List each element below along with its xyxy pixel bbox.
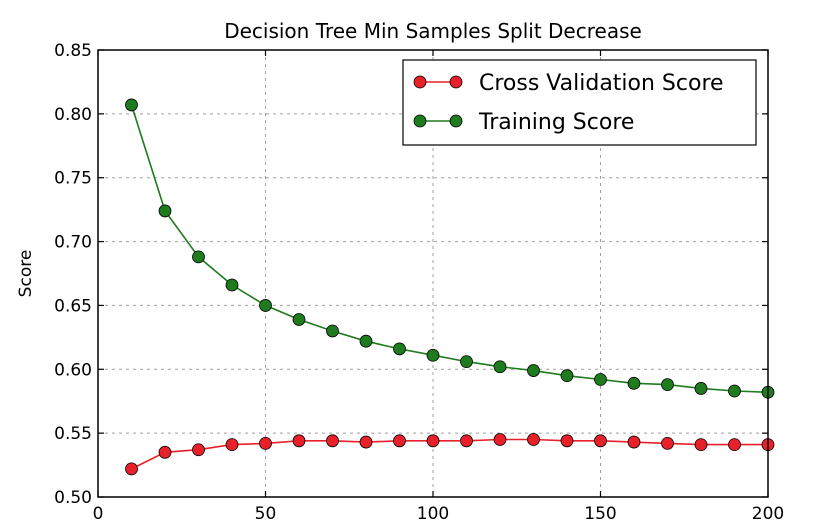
y-tick-label: 0.85: [54, 41, 92, 61]
data-point: [292, 434, 306, 448]
legend: Cross Validation Score Training Score: [402, 59, 757, 146]
data-point: [259, 436, 272, 450]
legend-marker: [449, 114, 463, 128]
x-tick-label: 200: [752, 504, 784, 524]
data-point: [158, 204, 172, 218]
data-point: [661, 378, 674, 392]
x-tick-label: 150: [584, 504, 616, 524]
data-point: [125, 98, 138, 112]
data-point: [527, 433, 540, 446]
data-point: [560, 434, 574, 448]
y-tick-label: 0.55: [54, 424, 92, 444]
data-point: [594, 373, 607, 386]
data-point: [560, 369, 574, 383]
legend-label: Training Score: [478, 110, 634, 135]
legend-marker: [413, 114, 427, 128]
legend-label: Cross Validation Score: [479, 71, 724, 96]
data-point: [192, 250, 205, 264]
data-point: [493, 433, 507, 446]
data-point: [192, 443, 205, 457]
data-point: [527, 364, 540, 377]
x-tick-label: 0: [93, 504, 104, 524]
data-point: [225, 438, 239, 452]
data-point: [393, 434, 406, 448]
data-point: [359, 435, 373, 449]
data-point: [125, 462, 138, 476]
data-point: [694, 438, 708, 452]
data-point: [158, 445, 172, 459]
data-point: [359, 334, 373, 348]
y-tick-label: 0.60: [54, 360, 92, 380]
y-axis-label: Score: [16, 250, 36, 298]
y-tick-label: 0.80: [54, 105, 92, 125]
y-tick-label: 0.65: [54, 296, 92, 316]
legend-box: [402, 59, 757, 146]
y-tick-label: 0.75: [54, 169, 92, 189]
data-point: [627, 435, 641, 449]
data-point: [460, 434, 473, 448]
grid-lines: [98, 50, 768, 497]
y-tick-label: 0.70: [54, 233, 92, 253]
data-point: [426, 434, 440, 448]
data-point: [259, 299, 272, 312]
data-point: [292, 313, 306, 326]
legend-marker: [449, 75, 463, 89]
data-point: [627, 376, 641, 390]
legend-marker: [413, 75, 427, 89]
data-point: [225, 278, 239, 292]
data-point: [728, 438, 741, 452]
axis-ticks: 0 50 100 150 200 0.50 0.55 0.60 0.65 0.70 0.75 0.80…: [54, 41, 784, 524]
y-tick-label: 0.50: [54, 488, 92, 508]
data-point: [460, 355, 473, 369]
data-point: [493, 360, 507, 374]
data-point: [594, 434, 607, 448]
data-point: [694, 382, 708, 395]
data-point: [326, 324, 339, 338]
data-point: [426, 348, 440, 362]
series-cross-validation-score: [125, 433, 775, 476]
data-point: [661, 436, 674, 450]
x-tick-label: 100: [417, 504, 449, 524]
chart-title: Decision Tree Min Samples Split Decrease: [224, 19, 642, 43]
data-point: [393, 342, 406, 356]
data-point: [326, 434, 339, 448]
data-point: [728, 384, 741, 398]
x-tick-label: 50: [255, 504, 277, 524]
